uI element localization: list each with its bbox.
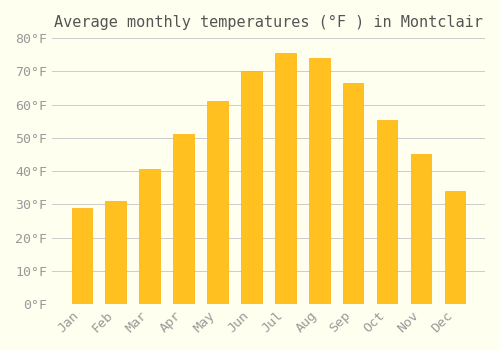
Title: Average monthly temperatures (°F ) in Montclair: Average monthly temperatures (°F ) in Mo… [54, 15, 483, 30]
Bar [72, 208, 92, 304]
Bar [377, 120, 398, 304]
Bar [140, 169, 160, 304]
Bar [208, 101, 228, 304]
Bar [275, 53, 295, 304]
Bar [343, 83, 363, 304]
Bar [309, 58, 330, 304]
Bar [445, 191, 466, 304]
Bar [106, 201, 126, 304]
Bar [411, 154, 432, 304]
Bar [242, 71, 262, 304]
Bar [174, 134, 194, 304]
